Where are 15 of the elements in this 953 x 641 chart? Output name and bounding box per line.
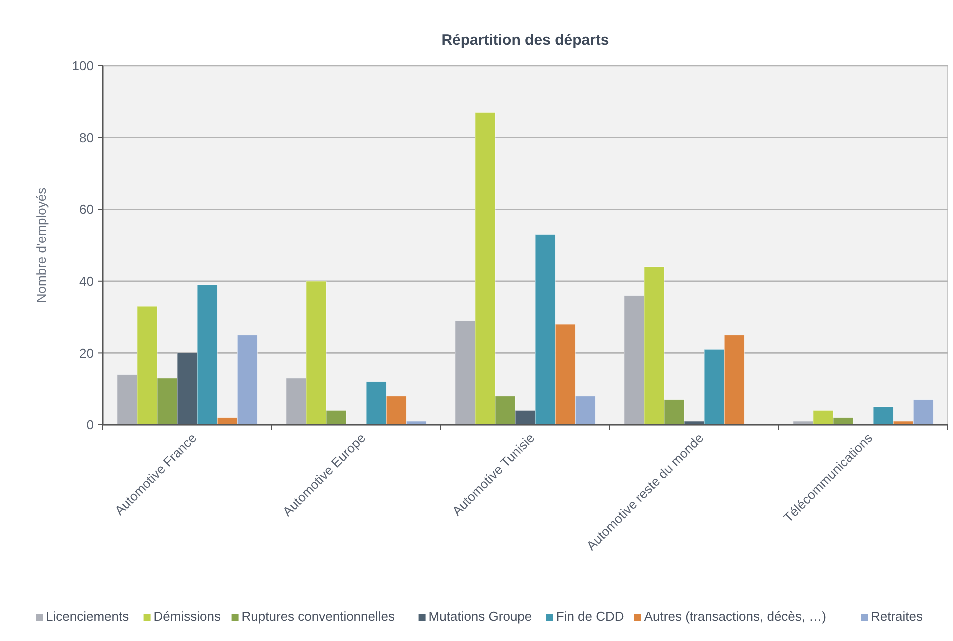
legend-label: Ruptures conventionnelles — [242, 609, 396, 624]
y-tick-label: 40 — [80, 274, 94, 289]
chart-title: Répartition des départs — [442, 32, 610, 49]
legend-label: Démissions — [154, 609, 222, 624]
legend-label: Autres (transactions, décès, …) — [644, 609, 826, 624]
legend-label: Mutations Groupe — [428, 609, 532, 624]
legend-label: Fin de CDD — [556, 609, 624, 624]
y-tick-label: 100 — [72, 58, 94, 74]
y-tick-label: 20 — [80, 346, 94, 361]
legend-label: Licenciements — [46, 609, 130, 624]
y-tick-label: 80 — [80, 130, 94, 146]
y-tick-label: 0 — [86, 418, 94, 433]
legend-label: Retraites — [871, 609, 924, 624]
y-axis-title: Nombre d'employés — [34, 187, 49, 304]
y-tick-label: 60 — [80, 202, 94, 218]
